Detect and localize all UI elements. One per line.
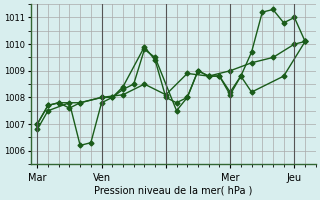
X-axis label: Pression niveau de la mer( hPa ): Pression niveau de la mer( hPa ): [94, 186, 252, 196]
